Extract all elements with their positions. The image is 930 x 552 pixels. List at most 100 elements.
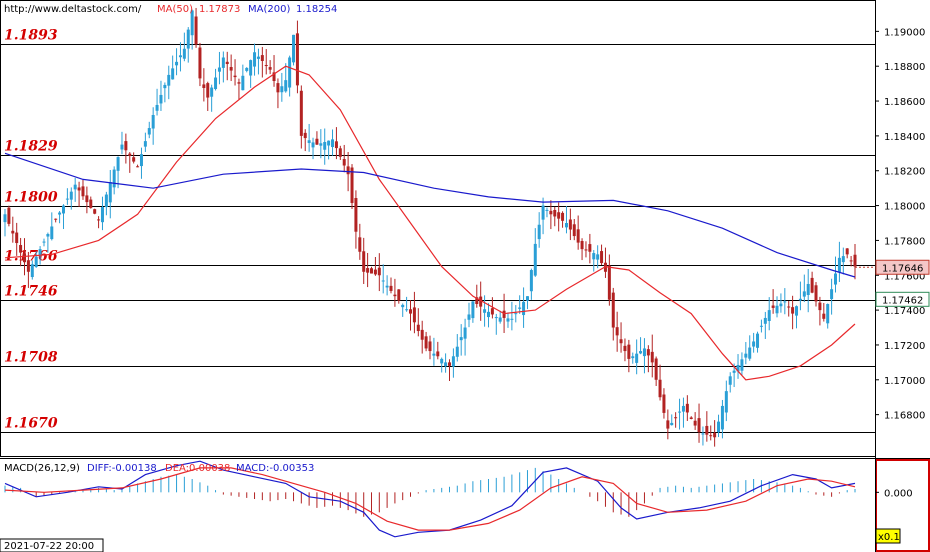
candle-body (674, 417, 678, 419)
candle-body (276, 83, 280, 93)
zoom-badge[interactable] (875, 528, 901, 544)
candle-body (635, 353, 639, 363)
candle-body (315, 138, 319, 145)
candle-body (584, 249, 588, 251)
candle-body (541, 205, 545, 220)
candle-body (818, 302, 822, 311)
candle-body (253, 52, 257, 67)
candle-body (810, 277, 814, 293)
candle-body (471, 301, 475, 319)
marked-level-box (875, 291, 930, 307)
ma50-line (4, 65, 856, 381)
candle-body (580, 241, 584, 250)
candle-body (830, 289, 834, 300)
candle-body (596, 254, 600, 260)
candle-body (529, 270, 533, 292)
candle-body (639, 351, 643, 354)
candle-body (631, 356, 635, 359)
candle-body (241, 75, 245, 91)
candle-body (564, 223, 568, 228)
candle-body (264, 65, 268, 67)
candle-body (147, 128, 151, 135)
candle-body (494, 317, 498, 319)
candle-body (389, 285, 393, 291)
candle-body (763, 317, 767, 324)
candle-body (89, 199, 93, 208)
candle-body (525, 296, 529, 301)
candle-body (451, 356, 455, 367)
main-chart-frame (0, 0, 876, 457)
candle-body (600, 251, 604, 264)
candle-body (697, 418, 701, 433)
candle-body (713, 432, 717, 438)
level-label-4: 1.1746 (4, 284, 58, 300)
candle-body (346, 166, 350, 175)
candle-body (97, 219, 101, 221)
macd-dea-label: DEA:0.00038 (165, 463, 230, 474)
candle-body (822, 313, 826, 319)
candle-body (136, 166, 140, 168)
candle-body (194, 16, 198, 45)
candle-body (34, 256, 38, 267)
candle-body (132, 157, 136, 162)
price-axis: 1.19000 1.18800 1.18600 1.18400 1.18200 1.180… (855, 0, 930, 552)
candle-body (623, 345, 627, 352)
candle-body (338, 148, 342, 157)
candle-body (393, 294, 397, 297)
candle-body (73, 184, 77, 190)
candle-body (385, 285, 389, 288)
candle-body (849, 260, 853, 262)
candle-body (7, 207, 11, 224)
candle-body (627, 344, 631, 359)
candle-body (85, 195, 89, 203)
candle-body (693, 420, 697, 426)
candle-body (354, 198, 358, 232)
candle-body (272, 72, 276, 82)
candle-body (299, 90, 303, 136)
level-label-2: 1.1800 (4, 190, 58, 206)
candle-body (366, 268, 370, 273)
candle-body (759, 325, 763, 327)
macd-diff-label: DIFF:-0.00138 (87, 463, 157, 474)
candle-body (116, 157, 120, 171)
candle-body (54, 218, 58, 220)
ma200-label: MA(200) (248, 4, 290, 15)
candle-body (724, 391, 728, 413)
candle-body (42, 241, 46, 243)
candle-body (662, 394, 666, 413)
candle-body (108, 182, 112, 203)
zoom-label[interactable]: x0.1 (878, 532, 900, 543)
candle-body (256, 56, 260, 59)
candle-body (175, 61, 179, 66)
candle-body (350, 167, 354, 203)
candle-body (717, 421, 721, 433)
candle-body (221, 57, 225, 68)
candle-body (775, 305, 779, 314)
candle-body (701, 433, 705, 435)
candle-body (779, 303, 783, 307)
candle-body (155, 104, 159, 111)
axis-tick-label: 1.16800 (884, 411, 925, 422)
candle-body (46, 234, 50, 237)
axis-tick-label: 1.18400 (884, 132, 925, 143)
candle-body (100, 207, 104, 223)
current-price-box (875, 259, 930, 275)
candle-body (260, 55, 264, 61)
candle-body (284, 80, 288, 92)
candle-body (370, 268, 374, 274)
ma200-value: 1.18254 (296, 4, 337, 15)
candle-body (670, 422, 674, 426)
candle-body (553, 209, 557, 217)
candle-body (607, 265, 611, 300)
candle-body (311, 142, 315, 148)
candle-body (841, 256, 845, 263)
candle-body (678, 411, 682, 413)
candle-body (30, 264, 34, 278)
candle-body (358, 237, 362, 252)
candle-body (38, 249, 42, 257)
axis-tick-label: 1.18800 (884, 62, 925, 73)
candle-body (198, 47, 202, 79)
candle-body (483, 309, 487, 313)
candle-body (834, 273, 838, 285)
candle-body (81, 186, 85, 197)
